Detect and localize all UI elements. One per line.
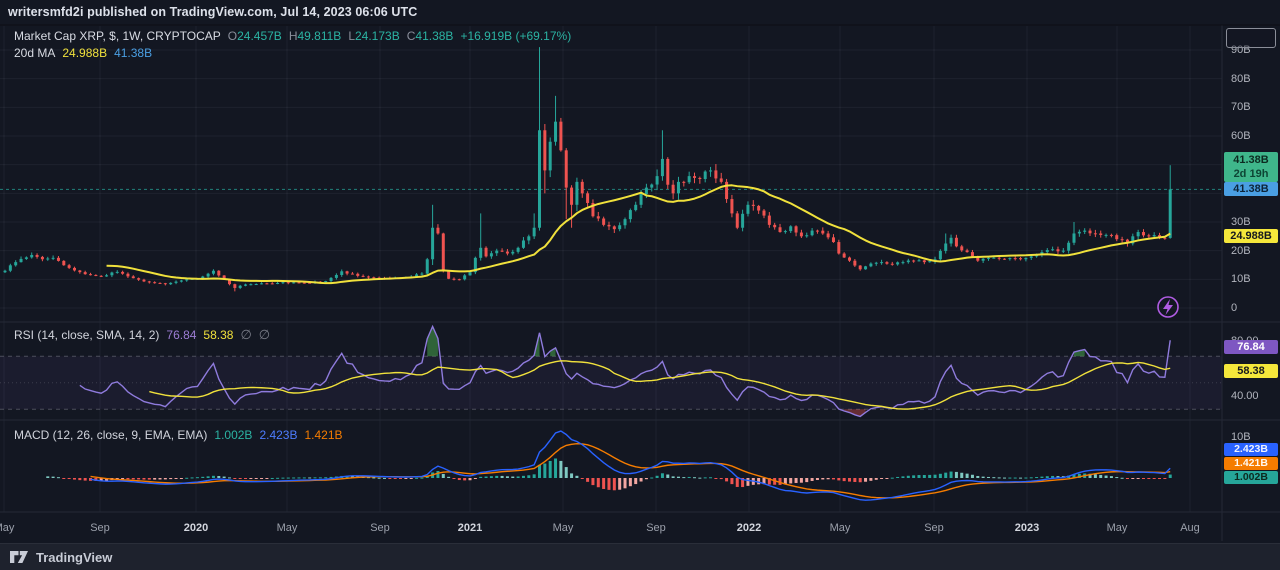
- ma-label: 20d MA: [14, 46, 56, 60]
- time-axis-label: 2023: [1014, 522, 1040, 534]
- macd-signal-value: 1.421B: [304, 428, 343, 442]
- price-chart-svg[interactable]: [0, 0, 1280, 543]
- rsi-legend[interactable]: RSI (14, close, SMA, 14, 2) 76.84 58.38 …: [14, 327, 270, 343]
- rsi-value: 76.84: [166, 328, 197, 342]
- footer-brand[interactable]: TradingView: [36, 549, 113, 565]
- time-axis-label: May: [552, 522, 574, 534]
- time-axis-label: Aug: [1180, 522, 1200, 534]
- boost-button[interactable]: [1157, 296, 1179, 318]
- price-axis-label: 20B: [1231, 244, 1251, 257]
- footer-bar: TradingView: [0, 543, 1280, 570]
- publish-header: writersmfd2i published on TradingView.co…: [8, 5, 418, 19]
- main-legend[interactable]: Market Cap XRP, $, 1W, CRYPTOCAP O24.457…: [14, 29, 571, 43]
- grid-layer: [0, 26, 1222, 512]
- price-axis-label: 90B: [1231, 43, 1251, 56]
- macd-line-value: 2.423B: [259, 428, 298, 442]
- macd-line-badge: 2.423B: [1224, 443, 1278, 456]
- time-axis-label: 2020: [183, 522, 209, 534]
- change-value: +16.919B (+69.17%): [460, 29, 572, 43]
- time-axis-label: Sep: [370, 522, 390, 534]
- ohlc-open: O24.457B: [227, 29, 282, 43]
- rsi-title: RSI (14, close, SMA, 14, 2): [14, 328, 160, 342]
- time-axis-label: Sep: [646, 522, 666, 534]
- ma-value: 24.988B: [62, 46, 108, 60]
- ohlc-close: C41.38B: [406, 29, 454, 43]
- rsi-line: [79, 324, 1171, 418]
- ohlc-high: H49.811B: [288, 29, 342, 43]
- price-axis-label: 60B: [1231, 129, 1251, 142]
- rsi-badge: 76.84: [1224, 340, 1278, 354]
- ma-line: [106, 184, 1171, 285]
- macd-hist-value: 1.002B: [214, 428, 253, 442]
- price-axis-label: 70B: [1231, 101, 1251, 114]
- rsi-sma-line: [149, 360, 1171, 410]
- rsi-sma-badge: 58.38: [1224, 364, 1278, 378]
- time-axis-label: Sep: [90, 522, 110, 534]
- price-line-badge: 41.38B: [1224, 182, 1278, 196]
- macd-signal-line: [90, 443, 1171, 499]
- ma-price-badge: 24.988B: [1224, 229, 1278, 243]
- time-axis-label: May: [276, 522, 298, 534]
- rsi-empty-icon: ∅: [258, 327, 271, 342]
- bar-countdown: 2d 19h: [1233, 168, 1269, 180]
- price-axis-label: 0: [1231, 302, 1238, 314]
- macd-title: MACD (12, 26, close, 9, EMA, EMA): [14, 428, 208, 442]
- price-axis-label: 30B: [1231, 215, 1251, 228]
- price-axis-label: 10B: [1231, 273, 1251, 286]
- ma-legend[interactable]: 20d MA 24.988B 41.38B: [14, 46, 152, 60]
- last-close-badge: 41.38B 2d 19h: [1224, 152, 1278, 182]
- ma-extra-value: 41.38B: [114, 46, 153, 60]
- macd-signal-badge: 1.421B: [1224, 457, 1278, 470]
- time-axis-label: Sep: [924, 522, 944, 534]
- macd-main-line: [90, 430, 1171, 501]
- indicator-axis-label: 10B: [1231, 431, 1251, 443]
- time-axis-label: May: [0, 522, 15, 534]
- macd-hist-badge: 1.002B: [1224, 471, 1278, 484]
- time-axis-label: May: [829, 522, 851, 534]
- macd-legend[interactable]: MACD (12, 26, close, 9, EMA, EMA) 1.002B…: [14, 428, 343, 442]
- rsi-empty-icon: ∅: [240, 327, 252, 342]
- symbol-title: Market Cap XRP, $, 1W, CRYPTOCAP: [14, 29, 221, 43]
- time-axis-label: 2022: [736, 522, 762, 534]
- macd-histogram-layer: [46, 458, 1172, 491]
- indicator-axis-label: 40.00: [1231, 390, 1259, 402]
- time-axis-label: 2021: [457, 522, 483, 534]
- tradingview-logo-icon[interactable]: [10, 550, 29, 564]
- rsi-sma-value: 58.38: [203, 328, 234, 342]
- time-axis-label: May: [1106, 522, 1128, 534]
- candles-layer: [3, 47, 1172, 292]
- price-scale-toolbar-box[interactable]: [1226, 28, 1276, 48]
- price-axis-label: 80B: [1231, 72, 1251, 85]
- ohlc-low: L24.173B: [348, 29, 400, 43]
